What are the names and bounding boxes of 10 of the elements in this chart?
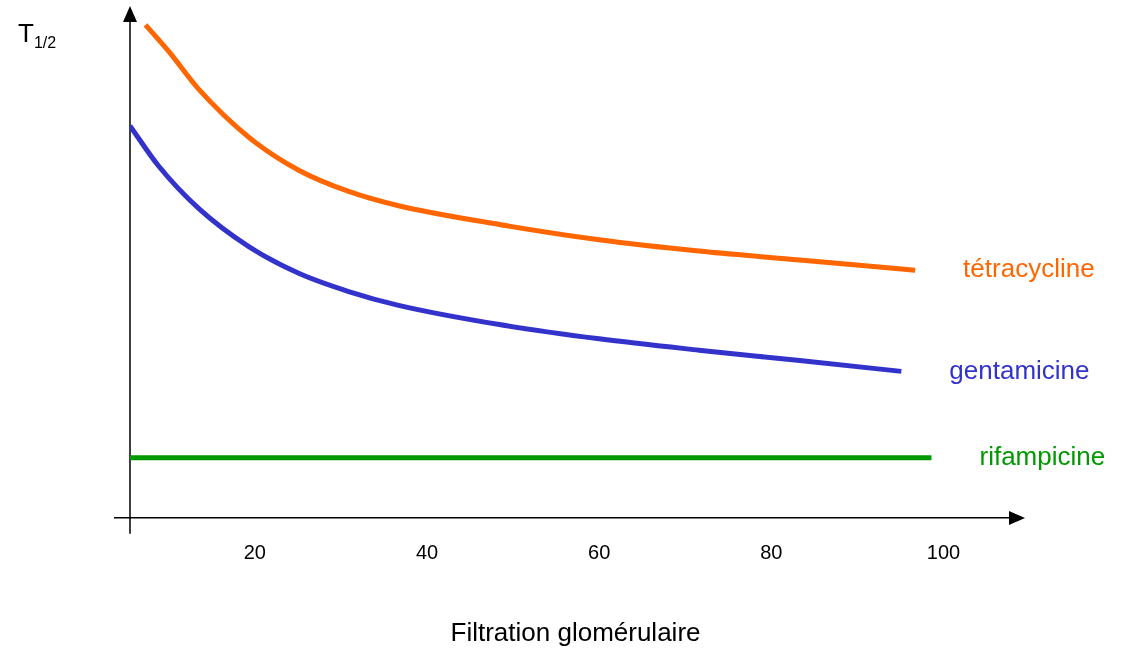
x-tick-label: 40 [415, 541, 439, 564]
series-label: gentamicine [949, 354, 1090, 385]
y-axis-title: T$_{1/2}$ [18, 18, 57, 53]
x-tick-label: 60 [588, 541, 611, 564]
x-tick-label: 20 [243, 541, 266, 564]
x-tick-label: 80 [760, 541, 783, 564]
series-label: tétracycline [963, 253, 1095, 284]
series-label: rifampicine [979, 440, 1106, 471]
x-tick-label: 100 [926, 541, 961, 564]
x-axis-title: Filtration glomérulaire [450, 616, 701, 647]
